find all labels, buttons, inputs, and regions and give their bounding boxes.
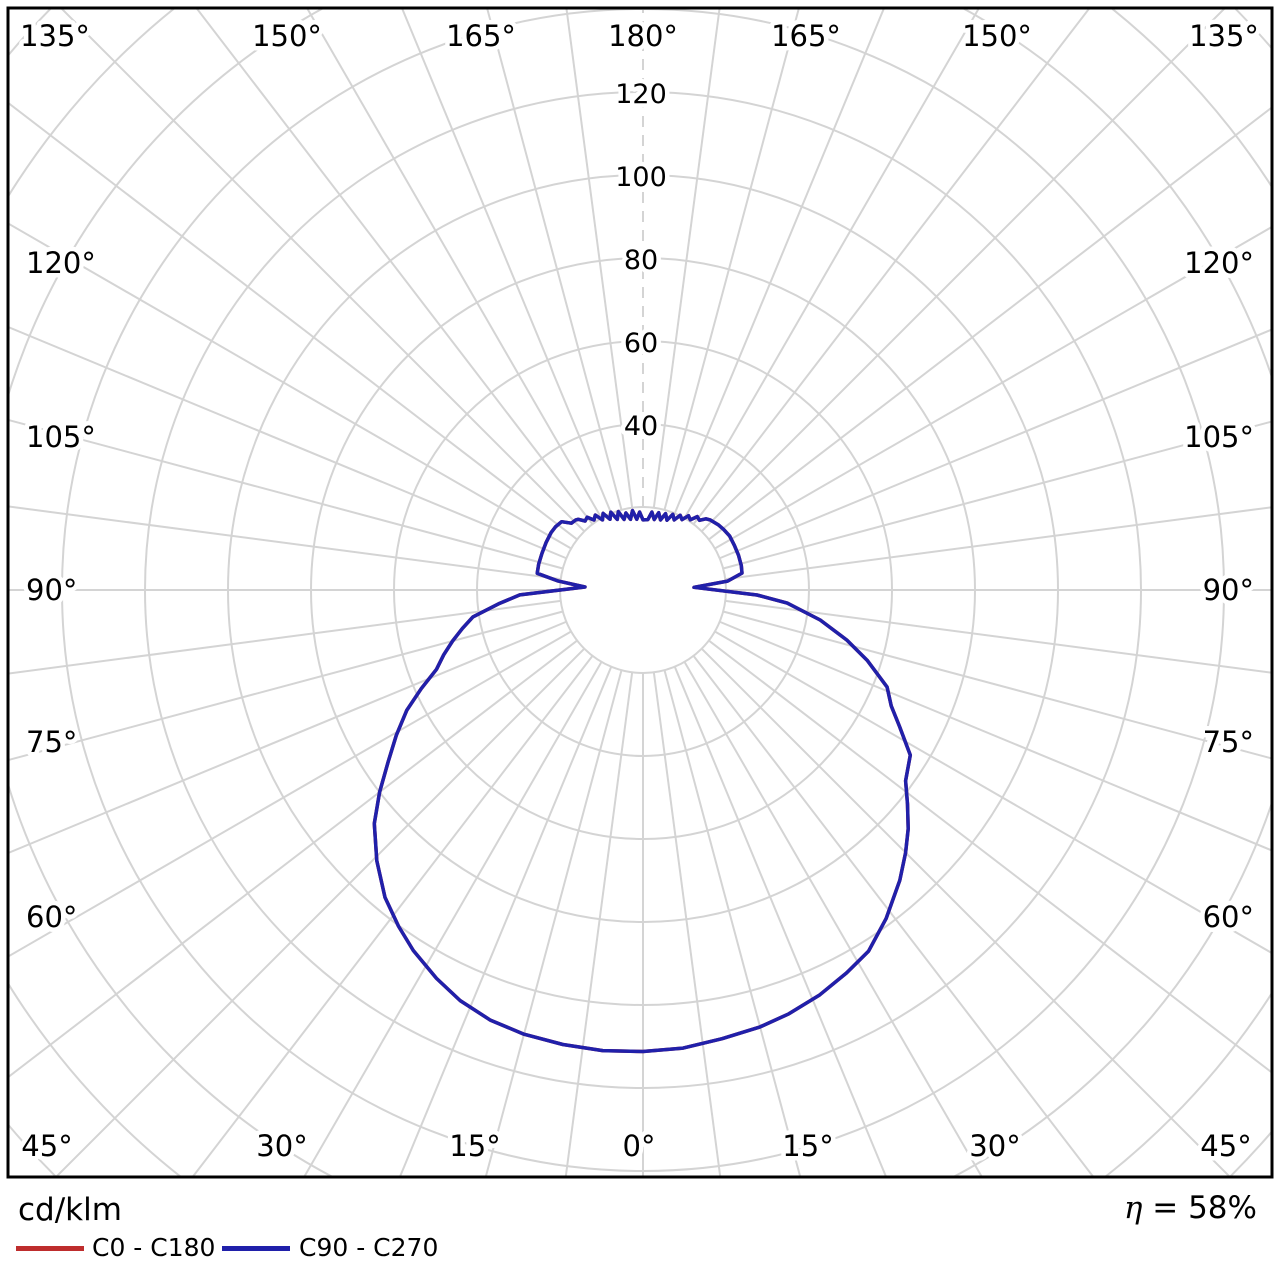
grid-spoke xyxy=(400,8,613,514)
grid-spoke xyxy=(8,639,578,1079)
grid-ring xyxy=(559,506,727,674)
grid-spoke xyxy=(673,8,886,514)
grid-spoke xyxy=(59,8,586,533)
grid-spoke xyxy=(8,101,578,541)
angle-label: 90° xyxy=(26,573,77,607)
grid-spoke xyxy=(652,8,721,508)
grid-spoke xyxy=(484,669,623,1177)
grid-spoke xyxy=(708,639,1272,1074)
angle-label: 135° xyxy=(1189,19,1259,53)
grid-spoke xyxy=(8,620,567,855)
legend-line-red xyxy=(16,1246,84,1251)
grid-spoke xyxy=(714,630,1272,955)
grid-spoke xyxy=(714,225,1272,550)
grid-spoke xyxy=(54,647,586,1177)
radial-tick-label: 60 xyxy=(624,328,658,359)
grid-spoke xyxy=(8,325,567,560)
angle-label: 120° xyxy=(1184,246,1254,280)
curve-c90-c270 xyxy=(372,508,913,1054)
angle-label: 75° xyxy=(26,725,77,759)
grid-spoke xyxy=(398,666,613,1177)
legend-item-c90-c270: C90 - C270 xyxy=(299,1233,439,1262)
angle-label: 165° xyxy=(771,19,841,53)
angle-label: 15° xyxy=(449,1129,500,1163)
angle-label: 30° xyxy=(256,1129,307,1163)
grid-spoke xyxy=(8,630,572,958)
efficiency-label: η = 58% xyxy=(1124,1190,1257,1226)
grid-spoke xyxy=(486,8,623,511)
grid-spoke xyxy=(663,8,800,511)
radial-tick-label: 100 xyxy=(615,162,667,193)
radial-tick-label: 40 xyxy=(624,411,658,442)
angle-label: 180° xyxy=(608,19,678,53)
angle-label: 150° xyxy=(252,19,322,53)
grid-spoke xyxy=(652,672,722,1177)
grid-spoke xyxy=(673,666,888,1177)
grid-spoke xyxy=(8,610,564,762)
angle-label: 105° xyxy=(26,420,96,454)
grid-spoke xyxy=(8,599,561,675)
angle-label: 45° xyxy=(1200,1129,1251,1163)
grid-spoke xyxy=(700,8,1227,533)
legend-line-blue xyxy=(222,1246,290,1251)
efficiency-value: = 58% xyxy=(1142,1190,1257,1226)
radial-tick-label: 80 xyxy=(624,245,658,276)
grid-spoke xyxy=(719,620,1272,852)
angle-label: 150° xyxy=(962,19,1032,53)
grid-spoke xyxy=(305,8,603,519)
grid-spoke xyxy=(700,647,1232,1177)
angle-label: 0° xyxy=(623,1129,656,1163)
grid-spoke xyxy=(302,661,603,1177)
grid-spoke xyxy=(725,599,1272,674)
angle-label: 60° xyxy=(1203,900,1254,934)
grid-spoke xyxy=(708,106,1272,541)
grid-spoke xyxy=(8,505,561,581)
legend-item-c0-c180: C0 - C180 xyxy=(92,1233,216,1262)
grid-spoke xyxy=(565,8,634,508)
angle-label: 15° xyxy=(782,1129,833,1163)
grid-spoke xyxy=(719,328,1272,560)
eta-symbol: η xyxy=(1123,1190,1143,1226)
angle-label: 45° xyxy=(21,1129,72,1163)
units-label: cd/klm xyxy=(18,1192,122,1228)
angle-label: 120° xyxy=(26,246,96,280)
angle-label: 30° xyxy=(969,1129,1020,1163)
grid-spoke xyxy=(8,222,572,550)
grid-spoke xyxy=(692,655,1095,1177)
angle-label: 135° xyxy=(20,19,90,53)
grid-spoke xyxy=(564,672,634,1177)
grid-spoke xyxy=(722,610,1272,760)
plot-frame xyxy=(6,6,1274,1179)
angle-label: 90° xyxy=(1203,573,1254,607)
grid-spoke xyxy=(191,655,594,1177)
grid-spoke xyxy=(725,506,1272,581)
angle-label: 60° xyxy=(26,900,77,934)
grid-spoke xyxy=(683,661,984,1177)
angle-label: 105° xyxy=(1184,420,1254,454)
grid-spoke xyxy=(683,8,981,519)
grid-spoke xyxy=(663,669,802,1177)
grid-spoke xyxy=(722,420,1272,570)
radial-tick-label: 120 xyxy=(615,79,667,110)
angle-label: 165° xyxy=(446,19,516,53)
grid-spoke xyxy=(195,8,594,525)
legend: C0 - C180 C90 - C270 xyxy=(0,1232,1280,1272)
angle-label: 75° xyxy=(1203,725,1254,759)
grid-spoke xyxy=(692,8,1091,525)
grid-spoke xyxy=(8,418,564,570)
